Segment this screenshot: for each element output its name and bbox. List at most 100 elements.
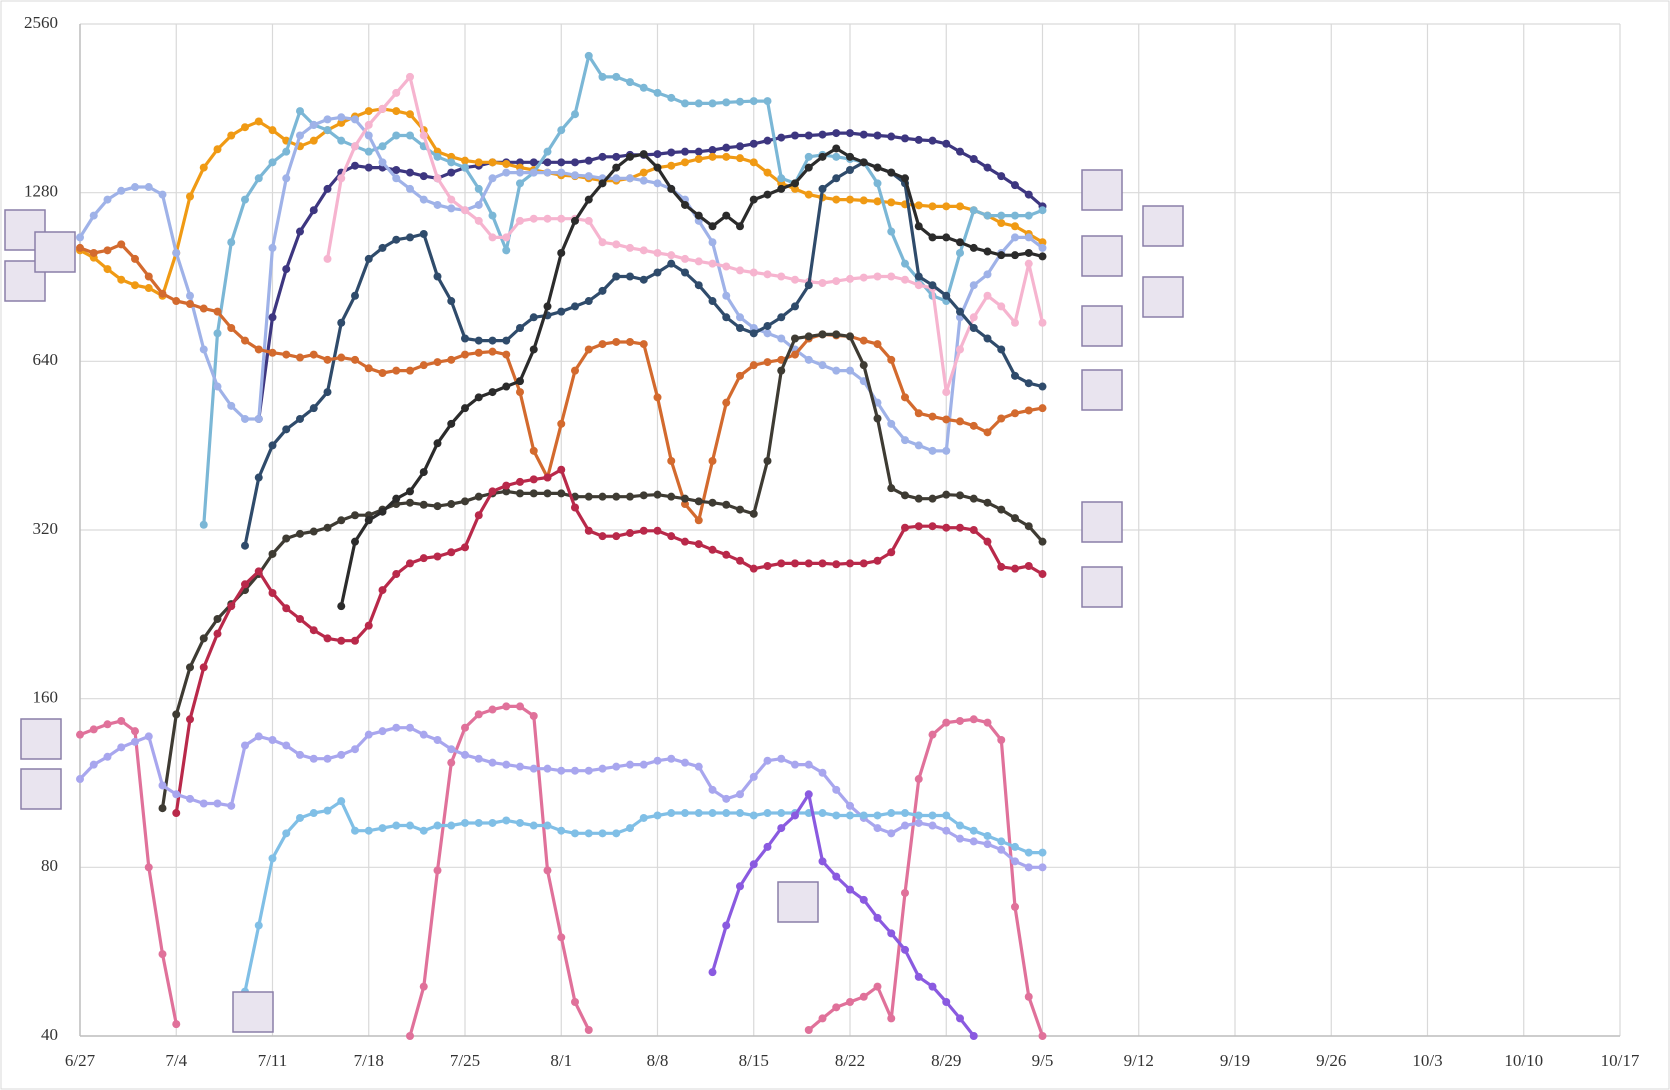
data-point (433, 866, 442, 875)
data-point (914, 494, 923, 503)
avatar-icon (1081, 501, 1123, 543)
avatar-icon (777, 881, 819, 923)
data-point (406, 498, 414, 507)
data-point (364, 826, 373, 835)
data-point (956, 716, 964, 725)
data-point (323, 754, 332, 763)
data-point (777, 559, 786, 568)
data-point (626, 272, 634, 281)
data-point (942, 415, 951, 424)
data-point (543, 214, 552, 223)
data-point (516, 168, 524, 177)
data-point (653, 88, 662, 97)
data-point (364, 147, 373, 156)
data-point (1011, 409, 1019, 418)
data-point (1038, 863, 1047, 872)
data-point (859, 158, 868, 167)
data-point (447, 152, 456, 161)
data-point (474, 200, 483, 209)
data-point (1024, 233, 1033, 242)
data-point (708, 152, 717, 161)
series-line (408, 704, 591, 1037)
data-point (516, 489, 524, 498)
data-point (667, 161, 676, 170)
data-point (488, 705, 497, 714)
data-point (612, 152, 621, 161)
data-point (584, 766, 593, 775)
data-point (997, 736, 1006, 745)
data-point (571, 366, 579, 375)
data-point (392, 494, 401, 503)
data-point (763, 842, 772, 851)
data-point (543, 302, 552, 311)
data-point (804, 559, 813, 568)
data-point (1038, 382, 1047, 391)
data-point (873, 179, 882, 188)
data-point (296, 750, 304, 759)
data-point (846, 165, 854, 174)
data-point (571, 829, 579, 838)
data-point (419, 554, 428, 563)
data-point (406, 110, 414, 119)
data-point (818, 1014, 827, 1023)
data-point (969, 837, 978, 846)
data-point (763, 190, 772, 199)
avatar-icon (1081, 566, 1123, 608)
data-point (254, 117, 263, 126)
data-point (172, 710, 181, 719)
data-point (818, 279, 827, 288)
data-point (598, 152, 607, 161)
data-point (254, 921, 263, 930)
data-point (241, 123, 249, 132)
data-point (928, 202, 937, 211)
data-point (722, 809, 731, 818)
data-point (626, 78, 634, 87)
data-point (639, 246, 648, 255)
data-point (474, 710, 483, 719)
x-tick-label: 8/8 (647, 1051, 669, 1070)
data-point (997, 172, 1006, 181)
data-point (901, 821, 909, 830)
data-point (694, 211, 703, 220)
data-point (337, 636, 346, 645)
data-point (419, 195, 428, 204)
data-point (804, 1025, 813, 1034)
data-point (433, 358, 442, 367)
data-point (268, 243, 277, 252)
data-point (997, 562, 1006, 571)
data-point (846, 366, 854, 375)
data-point (887, 355, 896, 364)
data-point (241, 195, 249, 204)
data-point (557, 126, 566, 135)
data-point (433, 200, 442, 209)
data-point (571, 503, 579, 512)
data-point (873, 811, 882, 820)
data-point (447, 745, 456, 754)
data-point (598, 764, 607, 773)
data-point (406, 821, 414, 830)
data-point (461, 497, 469, 506)
data-point (529, 214, 538, 223)
data-point (296, 614, 304, 623)
data-point (846, 559, 854, 568)
data-point (337, 797, 346, 806)
data-point (1038, 238, 1047, 247)
data-point (708, 968, 717, 977)
data-point (323, 523, 332, 532)
data-point (653, 179, 662, 188)
data-point (763, 136, 772, 145)
data-point (887, 809, 896, 818)
data-point (804, 355, 813, 364)
data-point (818, 559, 827, 568)
data-point (502, 336, 511, 345)
data-point (131, 727, 139, 736)
y-tick-label: 640 (33, 350, 59, 369)
y-tick-label: 80 (41, 856, 58, 875)
data-point (681, 537, 689, 546)
data-point (392, 570, 401, 579)
data-point (1011, 371, 1019, 380)
data-point (516, 179, 524, 188)
data-point (103, 195, 112, 204)
data-point (983, 291, 992, 300)
data-point (791, 131, 799, 140)
